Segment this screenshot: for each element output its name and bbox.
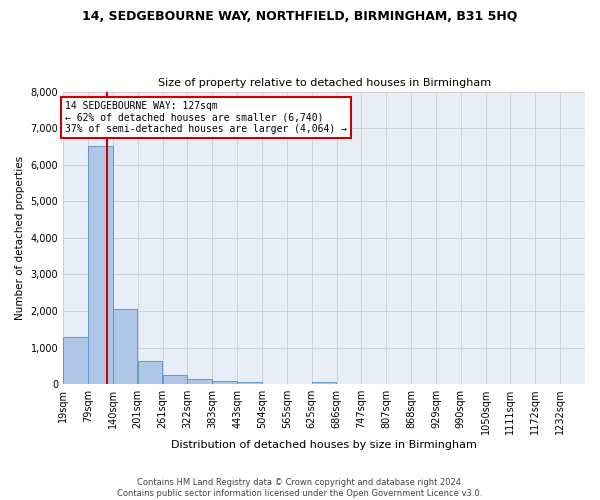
Bar bbox=[311, 382, 336, 384]
Bar bbox=[237, 382, 262, 384]
Text: 14 SEDGEBOURNE WAY: 127sqm
← 62% of detached houses are smaller (6,740)
37% of s: 14 SEDGEBOURNE WAY: 127sqm ← 62% of deta… bbox=[65, 100, 347, 134]
Bar bbox=[212, 380, 237, 384]
Text: 14, SEDGEBOURNE WAY, NORTHFIELD, BIRMINGHAM, B31 5HQ: 14, SEDGEBOURNE WAY, NORTHFIELD, BIRMING… bbox=[82, 10, 518, 23]
Title: Size of property relative to detached houses in Birmingham: Size of property relative to detached ho… bbox=[158, 78, 491, 88]
Bar bbox=[163, 375, 187, 384]
Bar bbox=[113, 309, 137, 384]
Bar bbox=[138, 362, 163, 384]
Y-axis label: Number of detached properties: Number of detached properties bbox=[15, 156, 25, 320]
Bar bbox=[63, 338, 88, 384]
Text: Contains HM Land Registry data © Crown copyright and database right 2024.
Contai: Contains HM Land Registry data © Crown c… bbox=[118, 478, 482, 498]
Bar bbox=[187, 380, 212, 384]
X-axis label: Distribution of detached houses by size in Birmingham: Distribution of detached houses by size … bbox=[171, 440, 477, 450]
Bar bbox=[88, 146, 113, 384]
